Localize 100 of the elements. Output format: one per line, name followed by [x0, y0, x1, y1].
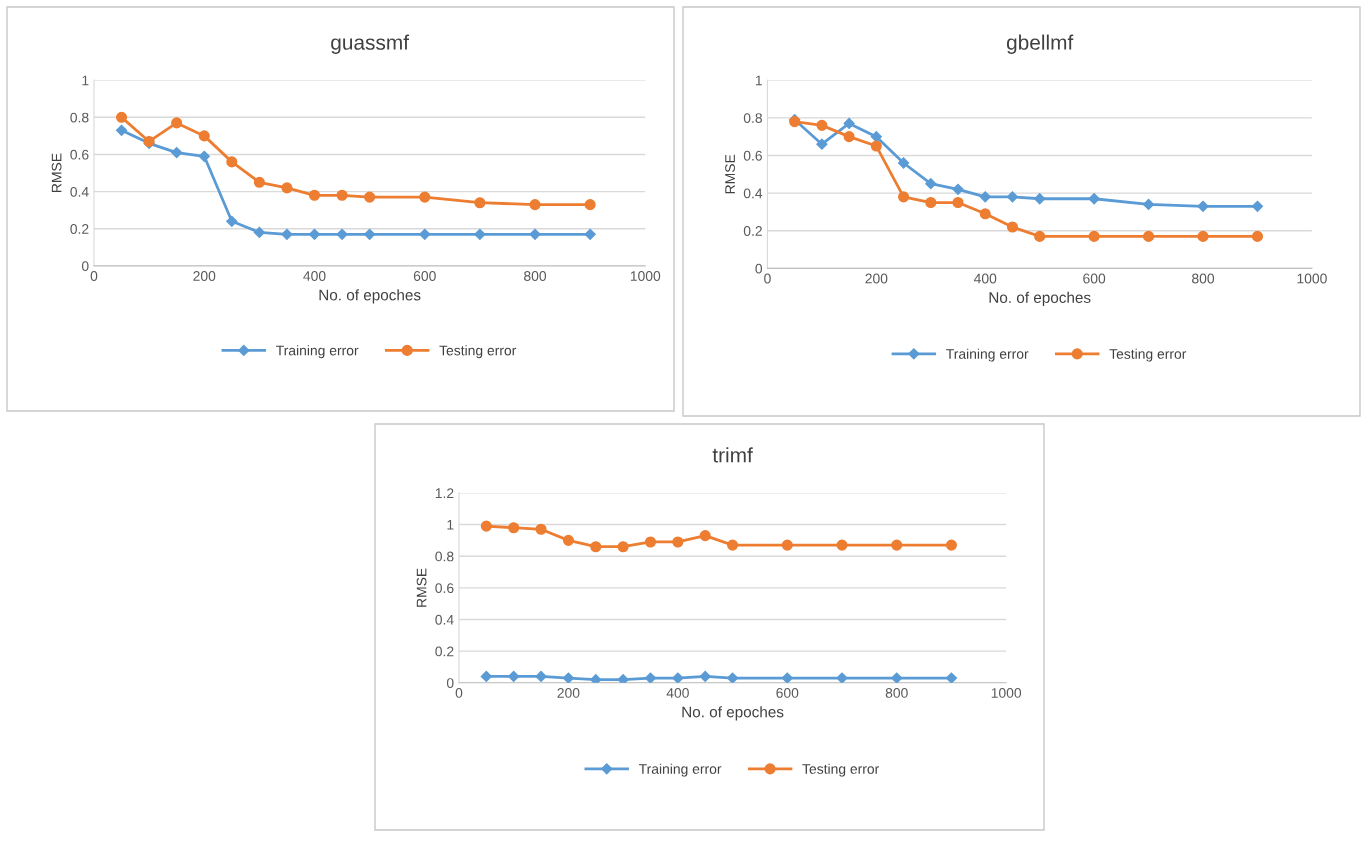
- point: [281, 182, 293, 194]
- point: [584, 199, 596, 211]
- x-tick-label: 600: [413, 271, 436, 281]
- point: [1034, 230, 1046, 242]
- point: [945, 672, 958, 683]
- y-tick-label: 0.6: [70, 149, 89, 160]
- point: [836, 539, 848, 551]
- y-tick-label: 0.4: [743, 188, 763, 199]
- point: [171, 117, 183, 129]
- point: [617, 541, 629, 553]
- point: [870, 140, 882, 152]
- point: [952, 183, 964, 195]
- chart-title: gbellmf: [1006, 34, 1074, 54]
- point: [508, 670, 520, 683]
- point: [925, 178, 937, 190]
- point: [364, 228, 376, 240]
- point: [816, 138, 828, 150]
- x-tick-label: 800: [524, 271, 547, 281]
- chart-title: guassmf: [331, 34, 410, 54]
- point: [952, 196, 964, 209]
- y-tick-label: 1: [755, 75, 762, 86]
- point: [979, 208, 991, 220]
- point: [816, 119, 828, 131]
- point: [336, 189, 348, 201]
- legend-label: Testing error: [802, 763, 880, 777]
- y-tick-label: 0: [446, 678, 454, 688]
- point: [891, 672, 903, 683]
- point: [535, 670, 547, 683]
- point: [281, 228, 293, 240]
- x-tick-label: 400: [973, 273, 997, 284]
- point: [843, 131, 855, 143]
- point: [171, 146, 183, 159]
- point: [699, 530, 711, 542]
- y-tick-label: 0.2: [70, 224, 89, 234]
- chart-title: trimf: [712, 447, 753, 463]
- point: [562, 534, 574, 546]
- y-tick-label: 1: [82, 75, 89, 86]
- x-tick-label: 0: [455, 688, 463, 698]
- point: [474, 197, 486, 209]
- x-tick-label: 1000: [630, 271, 661, 281]
- point: [1197, 230, 1209, 242]
- point: [672, 536, 684, 548]
- point: [1006, 221, 1019, 233]
- point: [726, 672, 739, 683]
- y-tick-label: 0: [81, 261, 89, 272]
- point: [419, 228, 431, 240]
- y-tick-label: 0.8: [70, 112, 89, 123]
- point: [897, 157, 910, 169]
- point: [198, 150, 210, 162]
- x-tick-label: 400: [666, 688, 689, 698]
- y-tick-label: 0.2: [743, 226, 762, 236]
- point: [891, 539, 903, 551]
- legend-label: Training error: [638, 763, 722, 777]
- x-tick-label: 800: [885, 688, 908, 698]
- x-tick-label: 1000: [1297, 273, 1327, 284]
- point: [480, 520, 492, 532]
- legend-label: Training error: [276, 345, 359, 359]
- y-axis-title: RMSE: [725, 154, 735, 194]
- point: [308, 228, 321, 240]
- point: [535, 523, 547, 535]
- y-tick-label: 0.2: [435, 646, 454, 657]
- point: [364, 191, 376, 203]
- point: [480, 670, 492, 683]
- y-tick-label: 0.6: [435, 583, 454, 594]
- point: [226, 156, 238, 168]
- point: [781, 539, 793, 551]
- point: [979, 191, 991, 203]
- point: [253, 176, 265, 188]
- point: [419, 191, 431, 203]
- x-tick-label: 200: [865, 273, 888, 284]
- point: [253, 226, 265, 239]
- point: [508, 522, 520, 534]
- point: [1088, 193, 1100, 205]
- point: [1034, 193, 1046, 205]
- x-tick-label: 0: [764, 273, 771, 284]
- point: [308, 189, 321, 201]
- x-axis-title: No. of epoches: [319, 289, 421, 304]
- point: [1006, 191, 1019, 203]
- x-axis-title: No. of epoches: [682, 706, 784, 721]
- point: [474, 228, 486, 240]
- x-tick-label: 400: [303, 271, 326, 281]
- point: [584, 228, 596, 240]
- x-axis-title: No. of epoches: [989, 291, 1091, 306]
- point: [699, 670, 711, 683]
- point: [1197, 200, 1209, 212]
- legend-label: Testing error: [439, 345, 517, 359]
- x-tick-label: 200: [193, 271, 216, 281]
- y-tick-label: 0.8: [435, 551, 454, 562]
- point: [226, 215, 238, 227]
- x-tick-label: 600: [1083, 273, 1106, 284]
- legend-label: Training error: [946, 348, 1029, 362]
- x-tick-label: 600: [776, 688, 799, 698]
- x-tick-label: 200: [557, 688, 580, 698]
- y-axis-title: RMSE: [416, 568, 427, 607]
- y-tick-label: 0: [755, 263, 763, 274]
- point: [644, 672, 657, 683]
- point: [1251, 230, 1264, 242]
- legend-label: Testing error: [1109, 348, 1187, 362]
- y-tick-label: 0.8: [743, 113, 762, 123]
- point: [898, 191, 910, 203]
